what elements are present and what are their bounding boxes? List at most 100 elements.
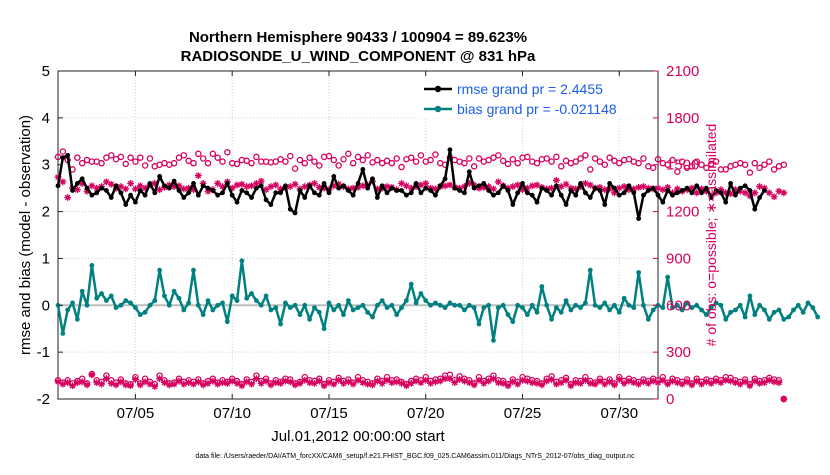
rmse-point [316,192,322,198]
assimilated-obs-marker [523,184,531,192]
rmse-point [224,181,230,186]
bias-point [147,302,153,308]
assimilated-obs-marker [548,184,555,192]
bias-point [220,300,225,306]
rmse-point [195,192,201,198]
assimilated-obs-marker [402,182,410,190]
possible-obs-marker [591,155,599,162]
rmse-point [476,183,482,189]
bias-point [670,305,675,311]
assimilated-obs-marker [102,178,110,186]
assimilated-obs-marker [533,181,541,189]
assimilated-obs-marker [615,184,623,192]
rmse-point [79,176,85,182]
rmse-point [708,195,714,200]
bias-point [171,288,177,294]
assimilated-obs-marker [373,377,381,385]
y-tick-label: 5 [42,63,50,80]
rmse-point [447,147,453,153]
assimilated-obs-marker [344,378,352,386]
bias-point [384,305,390,311]
assimilated-obs-marker [185,379,193,386]
bias-point [321,326,327,332]
possible-obs-marker [432,151,439,158]
rmse-point [597,188,603,193]
rmse-point [99,185,104,191]
possible-obs-marker [78,159,86,167]
assimilated-obs-marker [698,380,705,388]
possible-obs-marker [190,159,197,167]
assimilated-obs-marker [640,378,647,386]
assimilated-obs-marker [611,381,618,389]
possible-obs-marker [504,160,512,168]
legend-marker-rmse [434,85,442,93]
bias-point [592,302,598,308]
assimilated-obs-marker [480,183,488,191]
possible-obs-marker [354,153,362,161]
assimilated-obs-marker [528,379,536,386]
assimilated-obs-marker [364,380,372,388]
bias-point [99,291,104,296]
assimilated-obs-marker [732,379,739,386]
bias-point [524,312,530,318]
bias-point [108,293,114,299]
bias-point [786,314,792,320]
bias-point [452,302,458,308]
assimilated-obs-marker [552,176,560,184]
bias-point [728,309,733,315]
bias-point [113,305,119,311]
chart-subtitle: RADIOSONDE_U_WIND_COMPONENT @ 831 hPa [181,48,536,65]
rmse-point [491,192,496,198]
assimilated-obs-marker [272,379,280,386]
assimilated-obs-marker [611,189,618,197]
bias-point [641,302,646,308]
rmse-point [258,183,264,189]
rmse-point [500,183,506,189]
bias-point [258,302,264,308]
assimilated-obs-marker [93,379,101,386]
rmse-point [689,190,695,196]
possible-obs-marker [678,158,686,165]
rmse-point [84,185,90,191]
bias-point [176,295,182,301]
assimilated-obs-marker [693,377,701,385]
assimilated-obs-marker [664,183,672,191]
assimilated-obs-marker [407,379,415,387]
rmse-point [544,188,550,193]
assimilated-obs-marker [132,376,139,383]
assimilated-obs-marker [533,379,541,387]
bias-point [297,312,303,318]
bias-point [287,305,293,311]
bias-point [815,314,821,320]
rmse-point [365,185,371,191]
assimilated-obs-marker [765,189,773,197]
possible-obs-marker [374,156,381,164]
assimilated-obs-marker [514,380,522,388]
rmse-point [118,190,124,196]
rmse-point [128,192,133,198]
assimilated-obs-marker [727,377,734,385]
assimilated-obs-marker [596,377,604,385]
rmse-point [341,183,346,189]
bias-point [612,302,617,308]
possible-obs-marker [572,158,579,165]
rmse-point [374,195,380,200]
possible-obs-marker [649,164,657,172]
bias-point [123,298,129,303]
assimilated-obs-marker [402,382,410,390]
footnote-data-file: data file: /Users/raeder/DAI/ATM_forcXX/… [195,453,635,460]
bias-point [631,305,637,311]
rmse-point [74,181,80,186]
bias-point [428,302,433,308]
possible-obs-marker [349,159,357,167]
assimilated-obs-marker [422,180,430,187]
possible-obs-marker [664,161,671,168]
assimilated-obs-marker [775,379,783,386]
assimilated-obs-marker [683,378,691,386]
rmse-point [186,190,192,196]
bias-point [205,298,211,303]
assimilated-obs-marker [494,379,502,386]
assimilated-obs-marker [277,185,284,193]
bias-point [413,300,419,306]
assimilated-obs-marker [282,377,289,385]
